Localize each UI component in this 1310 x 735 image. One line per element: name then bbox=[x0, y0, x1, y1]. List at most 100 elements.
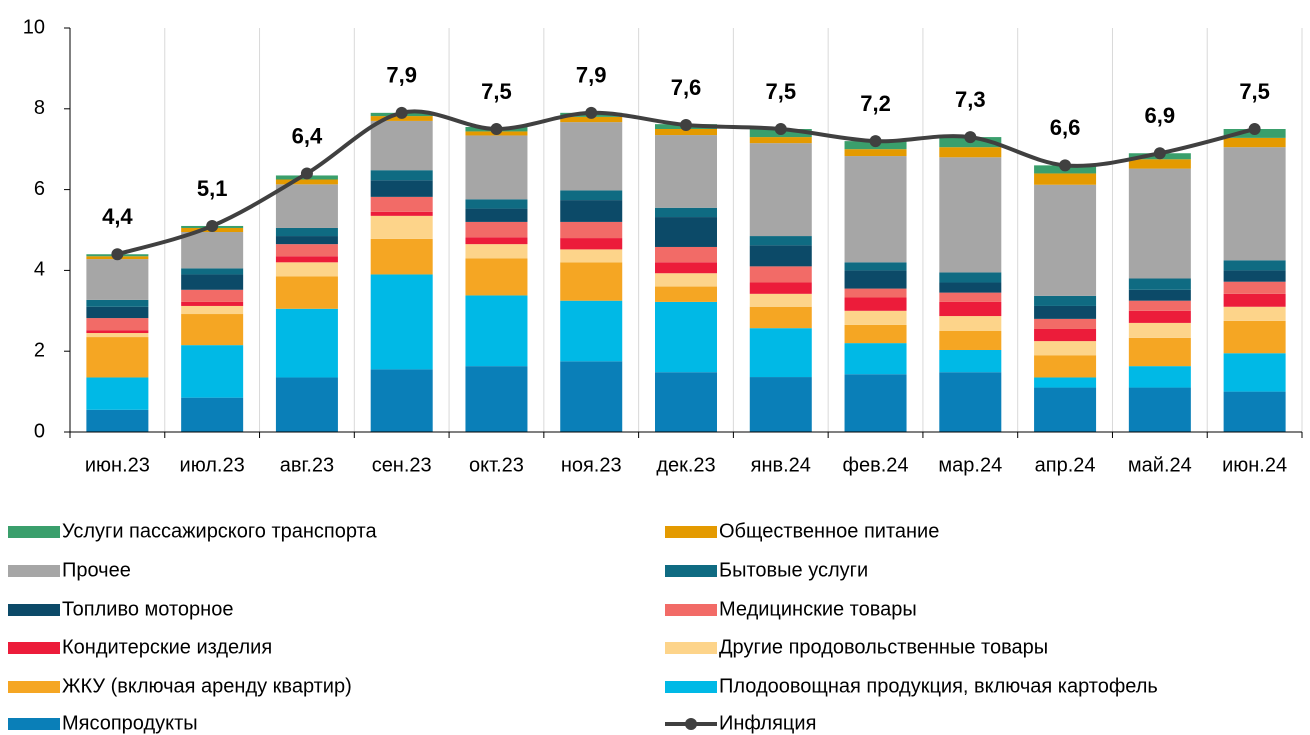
bar-segment bbox=[1223, 281, 1286, 294]
inflation-point bbox=[869, 135, 882, 148]
bar-segment bbox=[749, 137, 812, 144]
bar-segment bbox=[1223, 306, 1286, 321]
legend-swatch bbox=[8, 681, 60, 693]
legend-swatch bbox=[8, 604, 60, 616]
inflation-point bbox=[1153, 147, 1166, 160]
bar-segment bbox=[749, 377, 812, 432]
bar-segment bbox=[275, 308, 338, 378]
bar-segment bbox=[1034, 387, 1097, 432]
bar-segment bbox=[275, 179, 338, 185]
inflation-point bbox=[206, 219, 219, 232]
x-tick-label: сен.23 bbox=[372, 454, 432, 476]
x-tick-label: июн.24 bbox=[1222, 454, 1287, 476]
bar-segment bbox=[370, 238, 433, 275]
bar-segment bbox=[86, 259, 149, 300]
bar-segment bbox=[86, 318, 149, 331]
bar-segment bbox=[370, 170, 433, 181]
bar-segment bbox=[86, 409, 149, 432]
bar-segment bbox=[465, 135, 528, 200]
bar-segment bbox=[655, 246, 717, 263]
bar-segment bbox=[560, 361, 623, 432]
bar-segment bbox=[939, 282, 1002, 293]
bar-segment bbox=[1128, 322, 1191, 338]
bar-segment bbox=[655, 262, 717, 274]
x-tick-label: май.24 bbox=[1128, 454, 1192, 476]
bar-segment bbox=[560, 300, 623, 362]
bar-segment bbox=[844, 149, 907, 157]
bar-segment bbox=[370, 180, 433, 197]
bar-segment bbox=[181, 314, 244, 346]
bar-segment bbox=[1223, 293, 1286, 307]
legend-swatch bbox=[665, 604, 717, 616]
bar-segment bbox=[844, 297, 907, 311]
bar-segment bbox=[1128, 168, 1191, 279]
legend-label: Бытовые услуги bbox=[719, 559, 868, 581]
bar-segment bbox=[655, 286, 717, 302]
bar-segment bbox=[181, 268, 244, 275]
bar-segment bbox=[655, 301, 717, 373]
bar-segment bbox=[1034, 184, 1097, 296]
bar-segment bbox=[1223, 391, 1286, 432]
bar-segment bbox=[560, 249, 623, 263]
bar-segment bbox=[560, 190, 623, 201]
bar-segment bbox=[465, 295, 528, 367]
bar-segment bbox=[844, 324, 907, 344]
inflation-point bbox=[1059, 159, 1072, 172]
bar-segment bbox=[1223, 137, 1286, 148]
bar-segment bbox=[749, 282, 812, 294]
legend-label: Услуги пассажирского транспорта bbox=[62, 520, 377, 542]
bar-segment bbox=[1128, 289, 1191, 301]
bar-segment bbox=[370, 274, 433, 370]
legend-swatch bbox=[665, 526, 717, 538]
bar-segment bbox=[844, 374, 907, 432]
data-label: 7,5 bbox=[765, 79, 796, 104]
legend-label: Прочее bbox=[62, 559, 131, 581]
bar-segment bbox=[1128, 300, 1191, 311]
legend-swatch bbox=[8, 642, 60, 654]
x-tick-label: июн.23 bbox=[85, 454, 150, 476]
bar-segment bbox=[749, 293, 812, 307]
data-label: 6,6 bbox=[1050, 115, 1081, 140]
bar-segment bbox=[844, 156, 907, 263]
inflation-point bbox=[774, 123, 787, 135]
bar-segment bbox=[1034, 355, 1097, 378]
bar-segment bbox=[181, 232, 244, 269]
legend-label: Плодоовощная продукция, включая картофел… bbox=[719, 675, 1158, 697]
data-label: 6,9 bbox=[1145, 103, 1176, 128]
y-tick-label: 2 bbox=[34, 339, 45, 361]
bar-segment bbox=[86, 377, 149, 410]
bar-segment bbox=[1223, 320, 1286, 354]
data-label: 7,9 bbox=[386, 63, 417, 88]
bar-segment bbox=[1223, 147, 1286, 261]
bar-segment bbox=[655, 273, 717, 287]
bar-segment bbox=[370, 215, 433, 239]
bar-segment bbox=[465, 366, 528, 432]
bar-segment bbox=[939, 272, 1002, 283]
bar-segment bbox=[1128, 159, 1191, 169]
bar-segment bbox=[181, 301, 244, 306]
y-tick-label: 8 bbox=[34, 97, 45, 119]
x-tick-label: фев.24 bbox=[843, 454, 909, 476]
bar-segment bbox=[939, 157, 1002, 273]
x-tick-label: янв.24 bbox=[751, 454, 811, 476]
legend-swatch bbox=[665, 565, 717, 577]
bar-segment bbox=[86, 330, 149, 334]
bar-segment bbox=[370, 120, 433, 171]
bar-segment bbox=[560, 262, 623, 301]
bar-segment bbox=[1034, 318, 1097, 329]
bar-segment bbox=[1223, 353, 1286, 392]
bar-segment bbox=[1128, 310, 1191, 323]
y-tick-label: 10 bbox=[23, 16, 45, 38]
bar-segment bbox=[939, 372, 1002, 432]
inflation-point bbox=[585, 106, 598, 119]
data-label: 7,6 bbox=[671, 75, 702, 100]
bar-segment bbox=[560, 116, 623, 123]
bar-segment bbox=[465, 237, 528, 245]
inflation-point bbox=[395, 106, 408, 119]
bar-segment bbox=[181, 289, 244, 302]
inflation-point bbox=[964, 131, 977, 144]
bar-segment bbox=[939, 292, 1002, 302]
bar-segment bbox=[560, 221, 623, 239]
legend-swatch bbox=[665, 681, 717, 693]
